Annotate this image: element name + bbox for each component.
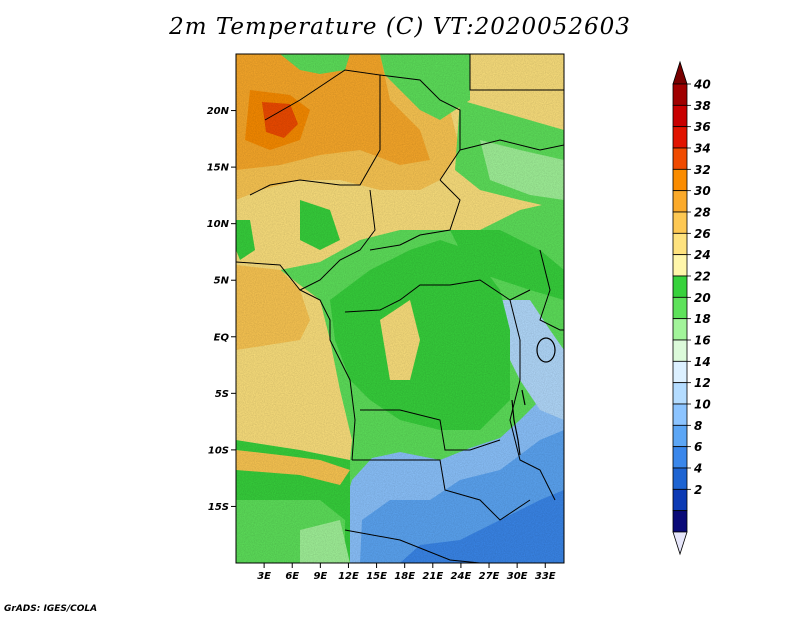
lat-tick-label: 20N xyxy=(207,106,230,117)
colorbar-label: 16 xyxy=(694,334,711,348)
colorbar-swatch xyxy=(672,360,688,384)
lon-tick-label: 18E xyxy=(394,571,415,582)
colorbar-label: 36 xyxy=(694,120,711,134)
colorbar: 40 38 36 34 32 30 28 26 24 22 20 18 16 14 12 10 8 6 4 2 xyxy=(672,60,711,556)
lakes xyxy=(511,337,556,456)
colorbar-label: 38 xyxy=(694,99,711,113)
colorbar-label: 8 xyxy=(694,419,702,433)
lon-tick-label: 27E xyxy=(479,571,500,582)
colorbar-label: 40 xyxy=(693,78,711,92)
lat-tick-label: 5N xyxy=(214,276,230,287)
lon-tick-label: 21E xyxy=(422,571,443,582)
colorbar-label: 34 xyxy=(694,142,711,156)
colorbar-under-arrow xyxy=(672,531,688,556)
map-frame xyxy=(235,53,565,564)
lon-tick-label: 15E xyxy=(366,571,387,582)
colorbar-swatch xyxy=(672,168,688,192)
colorbar-swatch xyxy=(672,275,688,298)
colorbar-swatch xyxy=(672,296,688,320)
colorbar-label: 28 xyxy=(694,206,711,220)
colorbar-label: 2 xyxy=(694,483,702,497)
lat-tick-label: 5S xyxy=(215,389,229,400)
colorbar-label: 20 xyxy=(694,291,711,305)
lat-tick-label: 10N xyxy=(207,219,230,230)
colorbar-swatch xyxy=(672,318,688,341)
colorbar-label: 18 xyxy=(694,312,711,326)
colorbar-label: 14 xyxy=(694,355,711,369)
latitude-axis: 20N 15N 10N 5N EQ 5S 10S 15S xyxy=(207,106,236,513)
colorbar-swatch xyxy=(672,83,688,106)
lon-tick-label: 9E xyxy=(313,571,327,582)
temperature-field xyxy=(236,54,564,563)
colorbar-label: 10 xyxy=(694,398,711,412)
colorbar-swatch xyxy=(672,488,688,512)
colorbar-swatch xyxy=(672,232,688,256)
borders xyxy=(236,54,564,563)
colorbar-swatch xyxy=(672,254,688,277)
colorbar-label: 24 xyxy=(694,248,711,262)
colorbar-swatch xyxy=(672,403,688,426)
map-title: 2m Temperature (C) VT:2020052603 xyxy=(169,14,631,40)
lon-tick-label: 33E xyxy=(535,571,556,582)
colorbar-label: 30 xyxy=(694,184,711,198)
colorbar-label: 4 xyxy=(693,462,702,476)
colorbar-swatch xyxy=(672,424,688,448)
colorbar-over-arrow xyxy=(672,60,688,85)
colorbar-label: 6 xyxy=(694,440,702,454)
colorbar-swatch xyxy=(672,147,688,170)
lat-tick-label: 15N xyxy=(207,163,230,174)
lon-tick-label: 3E xyxy=(257,571,271,582)
colorbar-swatch xyxy=(672,126,688,149)
lon-tick-label: 12E xyxy=(338,571,359,582)
longitude-axis: 3E 6E 9E 12E 15E 18E 21E 24E 27E 30E 33E xyxy=(257,563,556,582)
lat-tick-label: EQ xyxy=(214,332,230,343)
lat-tick-label: 10S xyxy=(208,445,229,456)
grads-credit: GrADS: IGES/COLA xyxy=(4,604,98,614)
colorbar-swatch xyxy=(672,467,688,490)
colorbar-label: 32 xyxy=(694,163,711,177)
colorbar-label: 22 xyxy=(694,270,711,284)
colorbar-label: 26 xyxy=(694,227,711,241)
colorbar-swatch xyxy=(672,382,688,405)
colorbar-swatch xyxy=(672,339,688,362)
colorbar-swatch xyxy=(672,190,688,213)
lon-tick-label: 6E xyxy=(285,571,299,582)
lat-tick-label: 15S xyxy=(208,502,229,513)
lon-tick-label: 24E xyxy=(451,571,472,582)
colorbar-swatch xyxy=(672,446,688,469)
colorbar-label: 12 xyxy=(694,376,711,390)
colorbar-swatch xyxy=(672,510,688,533)
colorbar-swatch xyxy=(672,104,688,128)
colorbar-swatch xyxy=(672,211,688,234)
lon-tick-label: 30E xyxy=(507,571,528,582)
